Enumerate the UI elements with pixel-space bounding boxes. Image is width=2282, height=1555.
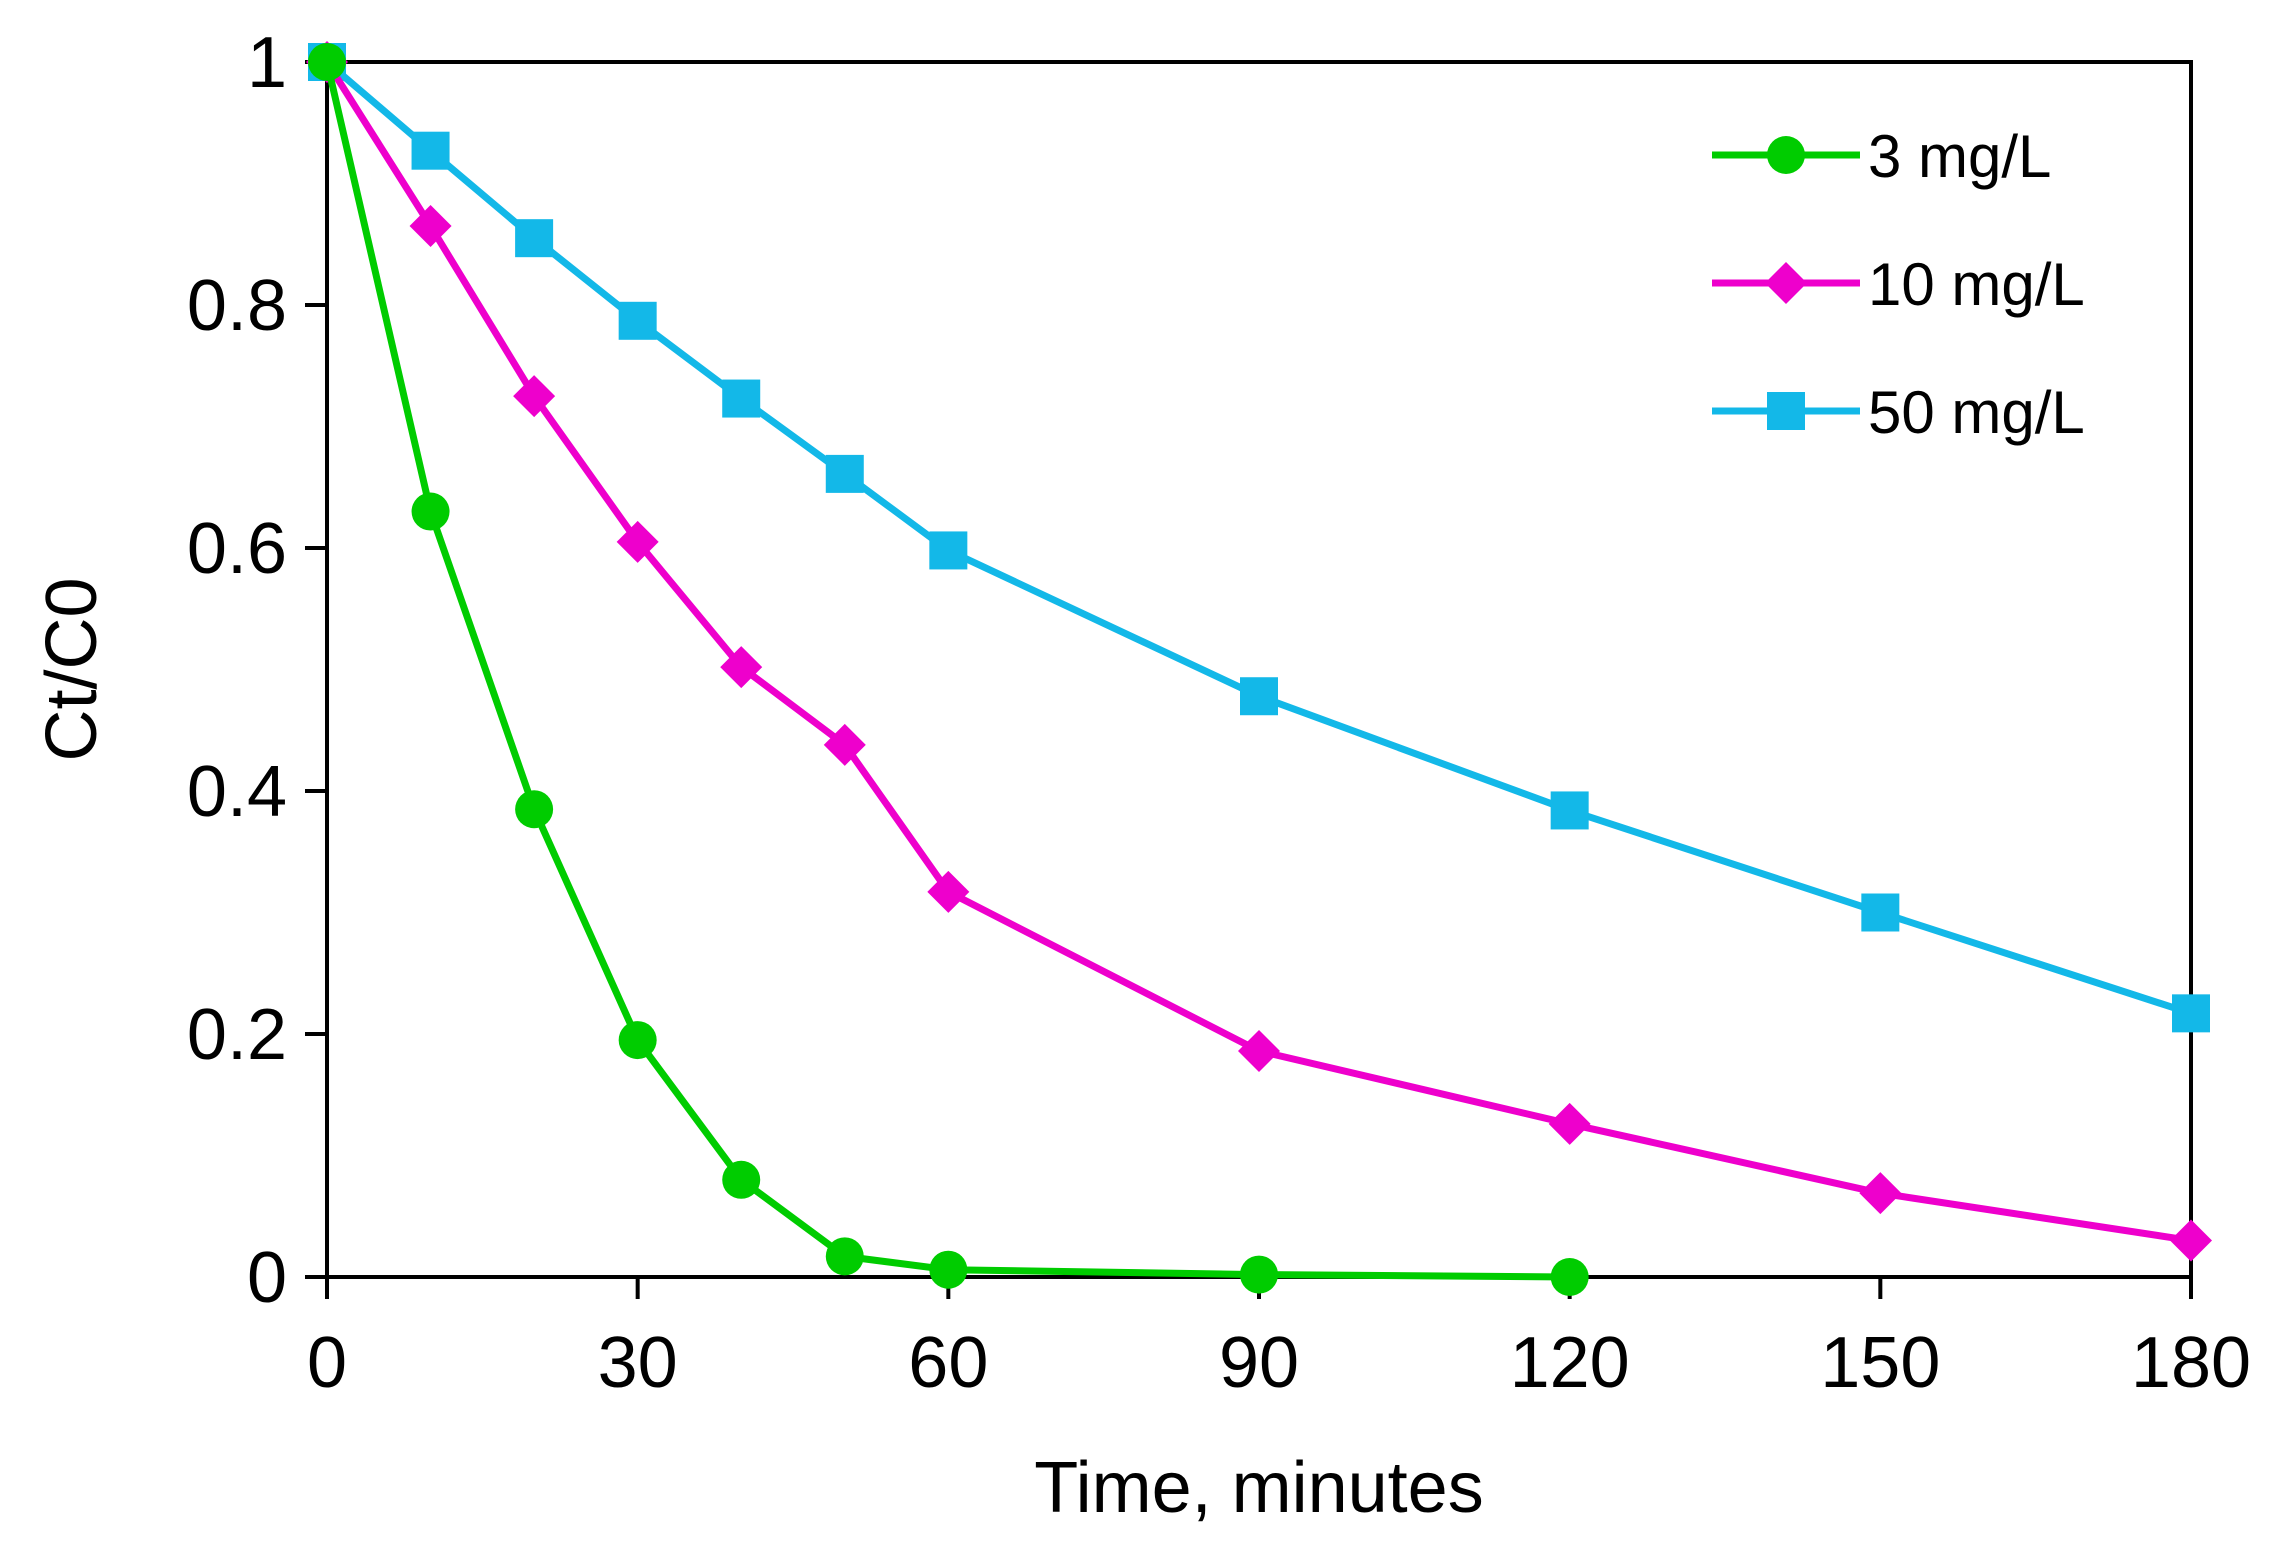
- data-point: [929, 531, 968, 570]
- data-point: [1240, 677, 1278, 716]
- y-tick-label: 0.4: [187, 752, 287, 832]
- data-point: [515, 790, 554, 829]
- x-tick-label: 0: [307, 1323, 347, 1403]
- data-point: [1238, 1030, 1280, 1073]
- x-tick-label: 60: [908, 1323, 988, 1403]
- data-point: [825, 1237, 864, 1276]
- x-tick-label: 150: [1820, 1323, 1940, 1403]
- legend-entry: 3 mg/L: [1712, 123, 2051, 190]
- x-axis-title: Time, minutes: [1034, 1448, 1483, 1528]
- data-point: [409, 205, 452, 248]
- legend-entry: 10 mg/L: [1712, 251, 2085, 318]
- data-point: [618, 1021, 657, 1060]
- data-point: [515, 219, 554, 258]
- data-point: [927, 870, 970, 913]
- legend-marker: [1765, 262, 1807, 304]
- data-point: [1550, 1258, 1589, 1296]
- legend: 3 mg/L 10 mg/L 50 mg/L: [1712, 123, 2085, 446]
- data-point: [513, 375, 556, 418]
- data-point: [825, 454, 864, 493]
- data-point: [308, 43, 346, 81]
- y-tick-label: 0.8: [187, 266, 287, 346]
- data-point: [722, 1160, 761, 1199]
- data-point: [411, 492, 450, 531]
- x-tick-label: 120: [1510, 1323, 1630, 1403]
- x-tick-label: 30: [598, 1323, 678, 1403]
- data-point: [1240, 1255, 1278, 1294]
- data-point: [929, 1250, 968, 1289]
- y-tick-label: 0.6: [187, 509, 287, 589]
- data-point: [411, 131, 450, 170]
- legend-label: 50 mg/L: [1868, 379, 2085, 446]
- legend-label: 10 mg/L: [1868, 251, 2085, 318]
- data-point: [2170, 1219, 2212, 1262]
- y-tick-label: 1: [247, 23, 287, 103]
- legend-entry: 50 mg/L: [1712, 379, 2085, 446]
- data-point: [1550, 791, 1589, 830]
- x-tick-label: 90: [1219, 1323, 1299, 1403]
- axes: 0 30 60 90 120 150 180 0 0.2 0.4 0.6 0.8 1: [187, 23, 2251, 1403]
- data-point: [618, 301, 657, 340]
- data-point: [722, 379, 761, 418]
- series-1: [308, 43, 1589, 1296]
- data-point: [823, 723, 866, 766]
- data-point: [616, 520, 659, 563]
- legend-label: 3 mg/L: [1868, 123, 2051, 190]
- y-tick-label: 0: [247, 1238, 287, 1318]
- y-tick-label: 0.2: [187, 995, 287, 1075]
- series-2: [306, 41, 2212, 1262]
- legend-marker: [1767, 136, 1805, 174]
- data-point: [720, 646, 763, 689]
- legend-marker: [1767, 392, 1805, 430]
- series-3: [308, 43, 2210, 1033]
- x-tick-label: 180: [2131, 1323, 2251, 1403]
- data-point: [2172, 994, 2210, 1033]
- data-point: [1548, 1102, 1591, 1145]
- data-point: [1859, 1172, 1902, 1215]
- y-axis-title: Ct/C0: [32, 577, 112, 761]
- series-layer: [306, 41, 2212, 1296]
- data-point: [1861, 893, 1900, 932]
